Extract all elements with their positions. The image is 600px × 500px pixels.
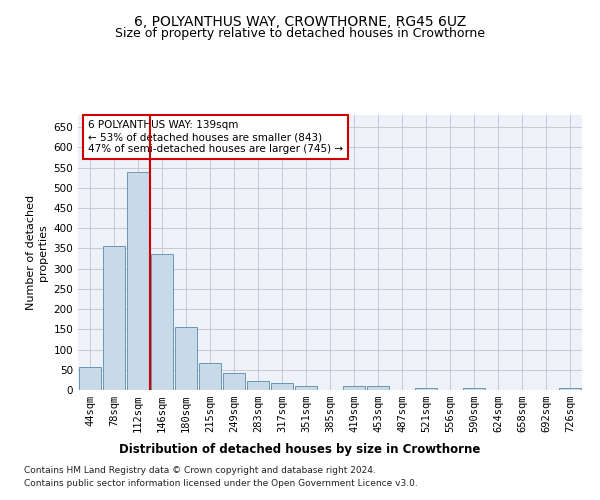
Bar (295, 386, 317, 390)
Text: Distribution of detached houses by size in Crowthorne: Distribution of detached houses by size … (119, 442, 481, 456)
Text: 6 POLYANTHUS WAY: 139sqm
← 53% of detached houses are smaller (843)
47% of semi-: 6 POLYANTHUS WAY: 139sqm ← 53% of detach… (88, 120, 343, 154)
Text: Contains HM Land Registry data © Crown copyright and database right 2024.: Contains HM Land Registry data © Crown c… (24, 466, 376, 475)
Text: Contains public sector information licensed under the Open Government Licence v3: Contains public sector information licen… (24, 479, 418, 488)
Bar (415, 388, 437, 390)
Bar (223, 373, 245, 390)
Bar (79, 366, 101, 390)
Text: Size of property relative to detached houses in Crowthorne: Size of property relative to detached ho… (115, 28, 485, 40)
Bar (199, 362, 221, 390)
Y-axis label: Number of detached
properties: Number of detached properties (26, 195, 48, 310)
Bar (247, 380, 269, 390)
Bar (175, 328, 197, 390)
Bar (151, 254, 173, 390)
Text: 6, POLYANTHUS WAY, CROWTHORNE, RG45 6UZ: 6, POLYANTHUS WAY, CROWTHORNE, RG45 6UZ (134, 15, 466, 29)
Bar (271, 383, 293, 390)
Bar (103, 246, 125, 390)
Bar (127, 172, 149, 390)
Bar (367, 386, 389, 390)
Bar (559, 388, 581, 390)
Bar (463, 388, 485, 390)
Bar (343, 386, 365, 390)
